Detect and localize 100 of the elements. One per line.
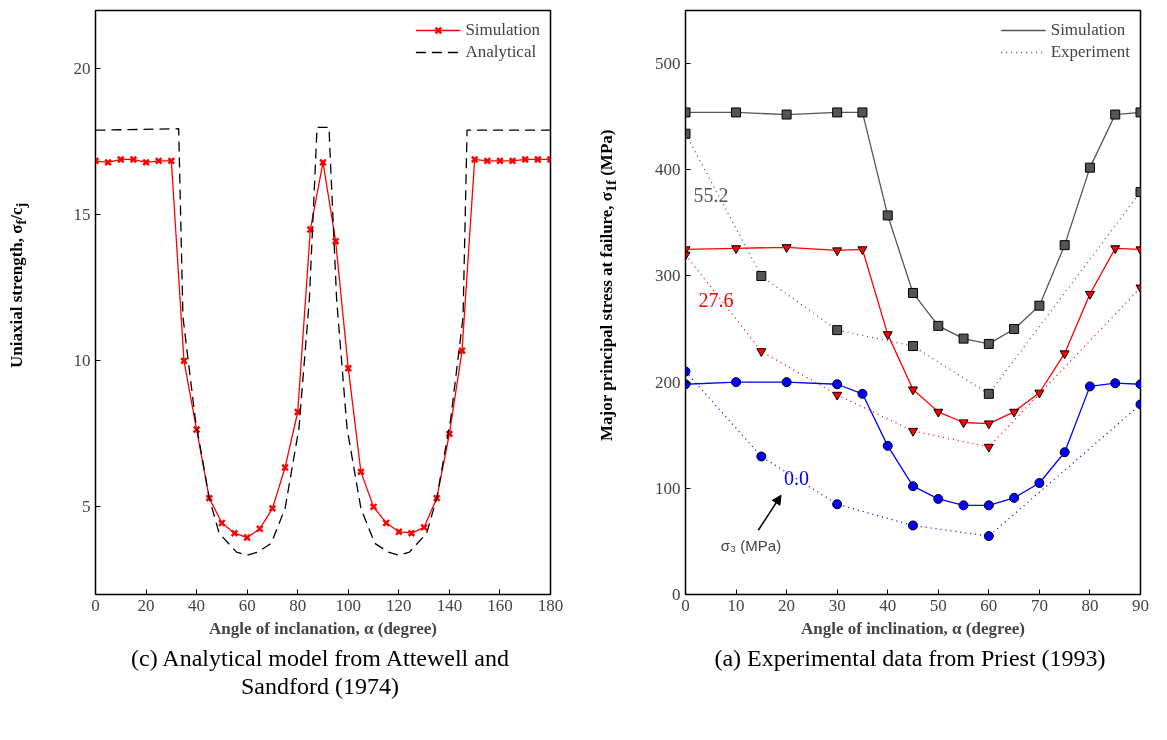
point: [983, 420, 994, 430]
point: [958, 500, 969, 511]
x-tick-label: 120: [386, 595, 412, 615]
point: [983, 388, 994, 399]
annotation: 27.6: [698, 288, 734, 311]
point: [369, 502, 378, 511]
point: [781, 244, 792, 253]
y-tick-label: 500: [655, 54, 681, 74]
point: [857, 107, 868, 118]
point: [857, 246, 868, 256]
point: [756, 451, 767, 462]
point: [832, 391, 843, 401]
y-tick-label: 10: [73, 351, 91, 371]
x-tick-label: 70: [1030, 595, 1048, 615]
point: [1034, 389, 1045, 399]
point: [1110, 245, 1121, 255]
x-tick-label: 160: [487, 595, 513, 615]
point: [882, 440, 893, 451]
x-tick-label: 60: [238, 595, 256, 615]
point: [281, 463, 290, 472]
point: [1084, 290, 1095, 300]
point: [731, 245, 742, 255]
x-tick-label: 10: [727, 595, 745, 615]
x-tick-label: 140: [436, 595, 463, 615]
point: [958, 419, 969, 429]
x-axis-title: Angle of inclination, α (degree): [800, 618, 1026, 638]
point: [1009, 492, 1020, 503]
text: (a) Experimental data from Priest (1993): [714, 645, 1106, 673]
x-tick-label: 180: [537, 595, 564, 615]
point: [533, 155, 542, 164]
point: [756, 348, 767, 358]
x-tick-label: 90: [1132, 595, 1149, 615]
x-tick-label: 100: [335, 595, 362, 615]
point: [832, 499, 843, 510]
point: [1034, 300, 1045, 311]
annotation: σ₃ (MPa): [720, 536, 782, 554]
y-tick-label: 5: [82, 497, 91, 517]
point: [933, 493, 944, 504]
point: [1009, 408, 1020, 418]
point: [1110, 109, 1121, 120]
point: [908, 481, 918, 492]
point: [1110, 378, 1121, 389]
legend-label: Analytical: [465, 42, 537, 62]
annotation: 0.0: [784, 466, 810, 489]
x-tick-label: 80: [1081, 595, 1099, 615]
point: [908, 341, 918, 352]
x-tick-label: 60: [980, 595, 998, 615]
text: (c) Analytical model from Attewell and Sandford (1974): [130, 645, 510, 701]
point: [882, 331, 893, 341]
legend-label: Simulation: [465, 20, 540, 40]
point: [908, 386, 918, 396]
x-axis-title: Angle of inclanation, α (degree): [209, 618, 437, 638]
point: [908, 520, 918, 531]
point: [832, 247, 843, 257]
point: [958, 333, 969, 344]
point: [908, 427, 918, 437]
y-tick-label: 300: [655, 266, 681, 286]
point: [983, 531, 994, 542]
point: [882, 210, 893, 221]
point: [1009, 324, 1020, 335]
point: [1034, 478, 1045, 488]
point: [243, 533, 252, 542]
point: [508, 156, 517, 165]
point: [756, 270, 767, 281]
point: [781, 109, 792, 120]
x-tick-label: 30: [828, 595, 846, 615]
point: [731, 107, 742, 118]
annotation: 55.2: [693, 184, 729, 207]
point: [832, 379, 843, 390]
point: [1059, 350, 1070, 360]
point: [318, 158, 328, 167]
x-tick-label: 20: [778, 595, 796, 615]
point: [933, 408, 944, 418]
point: [1059, 447, 1070, 458]
point: [983, 500, 994, 511]
x-tick-label: 40: [879, 595, 897, 615]
point: [731, 377, 742, 388]
point: [983, 443, 994, 453]
point: [908, 287, 918, 298]
legend-label: Simulation: [1050, 20, 1126, 40]
point: [983, 338, 994, 349]
point: [933, 320, 944, 331]
point: [230, 529, 239, 538]
point: [832, 325, 843, 336]
point: [1059, 240, 1070, 251]
point: [141, 158, 151, 167]
y-tick-label: 100: [655, 478, 681, 498]
x-tick-label: 50: [929, 595, 947, 615]
point: [857, 388, 868, 399]
x-tick-label: 20: [137, 595, 155, 615]
point: [407, 529, 416, 538]
y-tick-label: 15: [73, 205, 91, 225]
x-tick-label: 80: [289, 595, 307, 615]
y-tick-label: 20: [73, 59, 91, 79]
y-tick-label: 200: [655, 372, 681, 392]
y-tick-label: 400: [655, 160, 681, 180]
x-tick-label: 40: [188, 595, 206, 615]
point: [781, 377, 792, 388]
point: [1084, 381, 1095, 392]
point: [1084, 162, 1095, 173]
